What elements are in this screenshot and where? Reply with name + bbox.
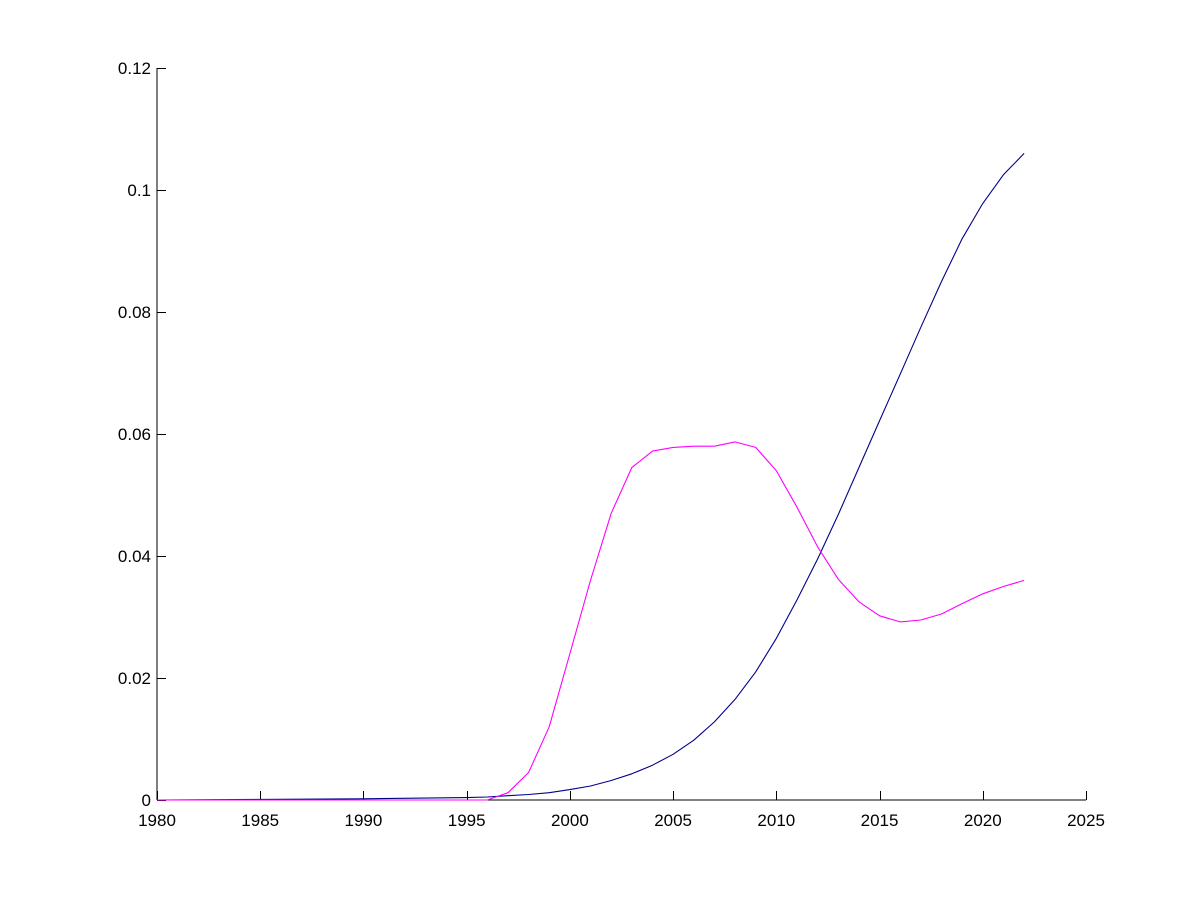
y-tick-label: 0.08 bbox=[118, 303, 151, 322]
x-tick-label: 2020 bbox=[964, 811, 1002, 830]
y-tick-label: 0 bbox=[142, 791, 151, 810]
series-line-1 bbox=[156, 153, 1025, 801]
chart-series bbox=[156, 153, 1025, 801]
x-tick-label: 1990 bbox=[345, 811, 383, 830]
y-axis-ticks: 0 0.02 0.04 0.06 0.08 0.1 0.12 bbox=[118, 59, 166, 810]
x-tick-label: 2015 bbox=[861, 811, 899, 830]
x-tick-label: 2025 bbox=[1067, 811, 1105, 830]
x-tick-label: 2000 bbox=[551, 811, 589, 830]
y-tick-label: 0.06 bbox=[118, 425, 151, 444]
x-tick-label: 2005 bbox=[654, 811, 692, 830]
x-tick-label: 1995 bbox=[448, 811, 486, 830]
y-tick-label: 0.02 bbox=[118, 669, 151, 688]
y-tick-label: 0.04 bbox=[118, 547, 151, 566]
x-tick-label: 1985 bbox=[241, 811, 279, 830]
x-tick-label: 1980 bbox=[138, 811, 176, 830]
y-tick-label: 0.1 bbox=[127, 181, 151, 200]
series-line-2 bbox=[157, 441, 1025, 801]
chart-axes bbox=[156, 68, 1086, 801]
x-axis-ticks: 1980 1985 1990 1995 2000 2005 2010 2015 2020 2025 bbox=[138, 791, 1105, 830]
y-tick-label: 0.12 bbox=[118, 59, 151, 78]
x-tick-label: 2010 bbox=[757, 811, 795, 830]
